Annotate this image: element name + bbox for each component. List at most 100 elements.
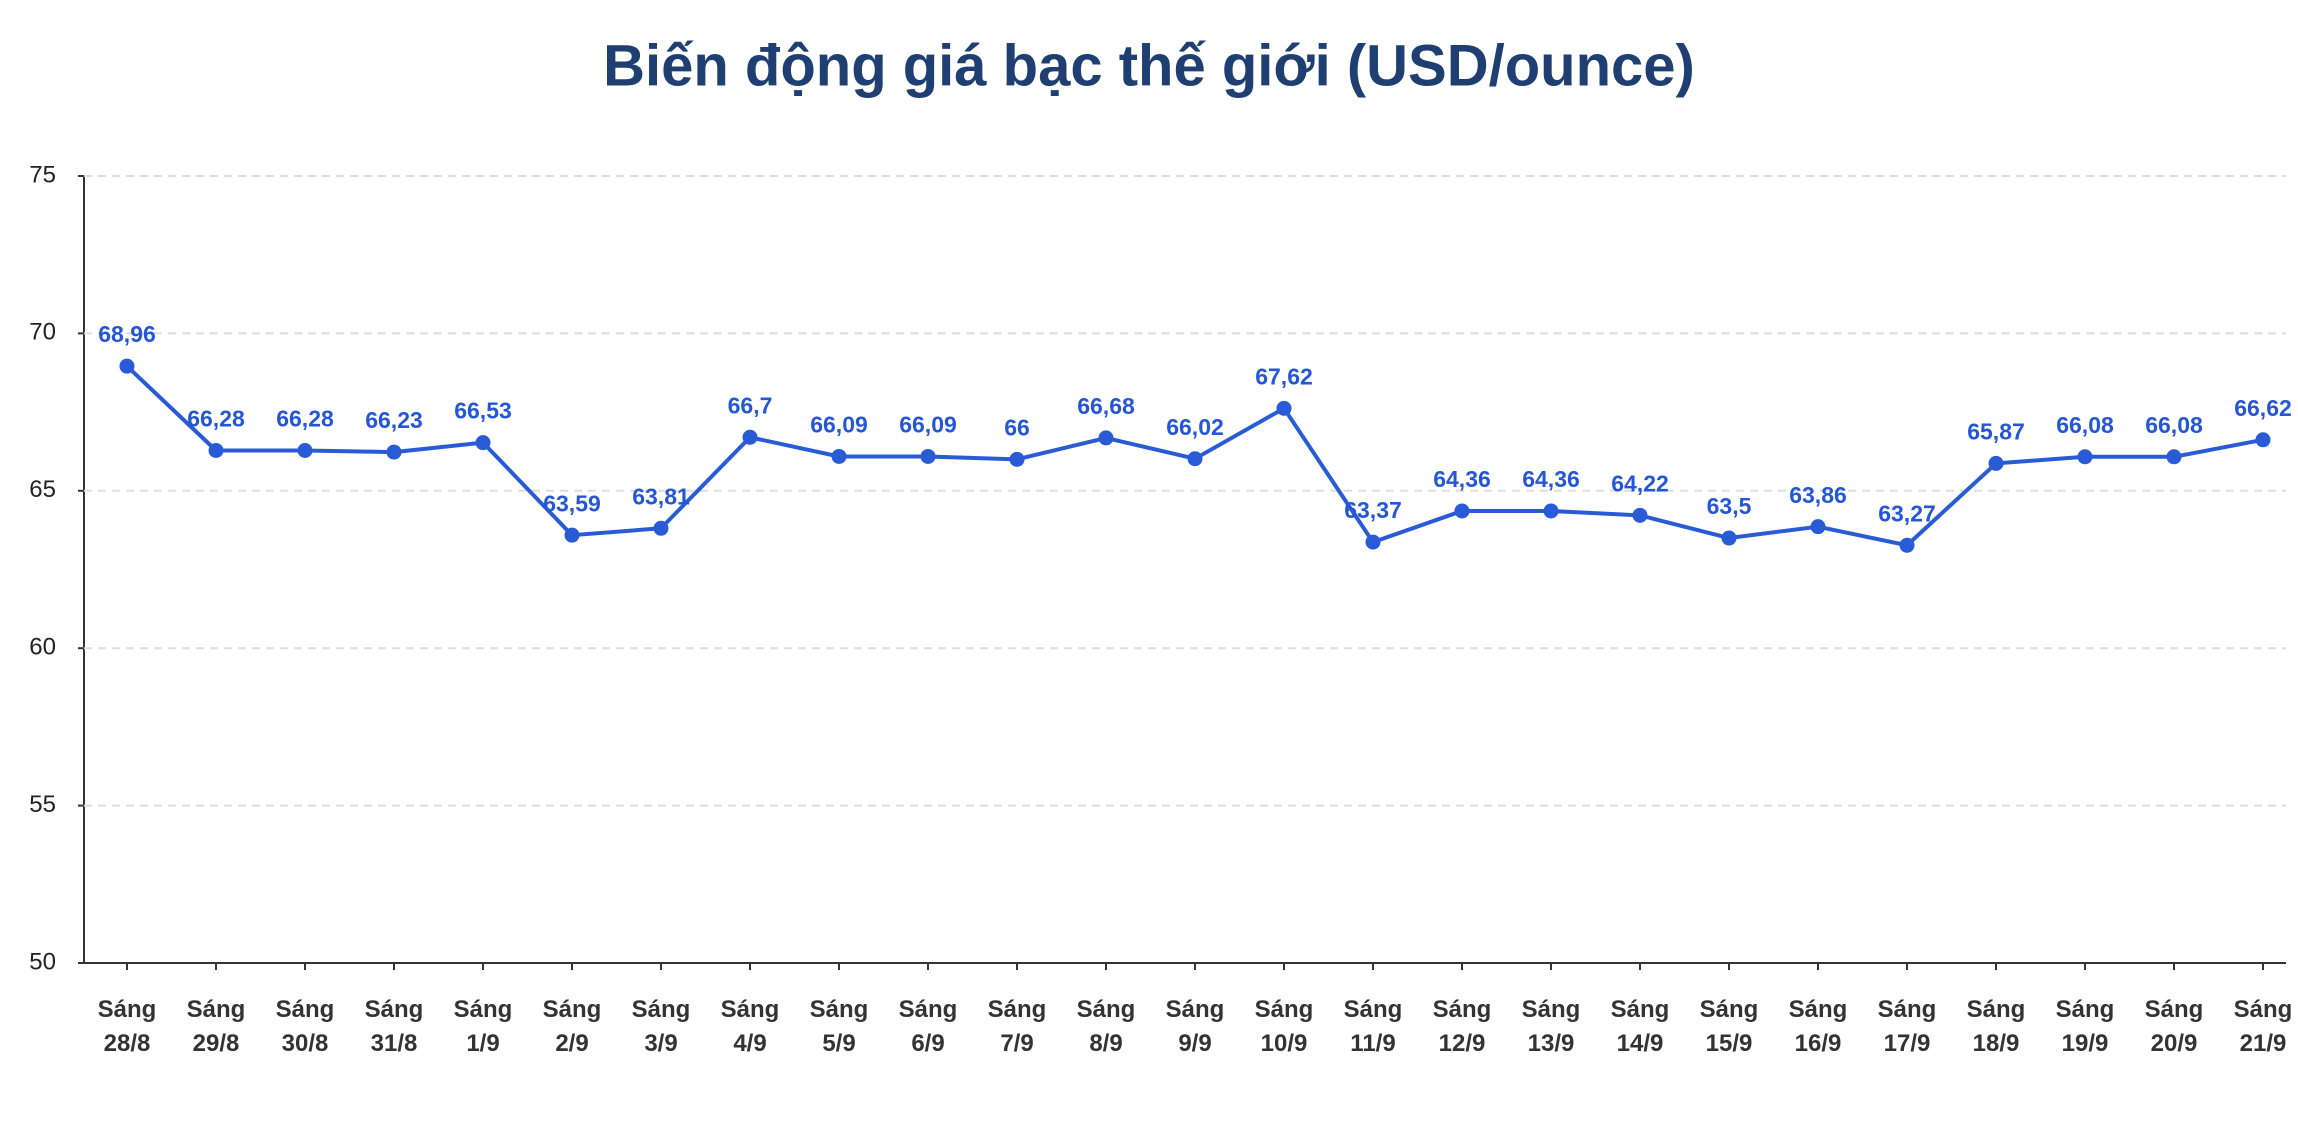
x-tick-label-line: Sáng xyxy=(454,996,513,1023)
x-tick-label-line: Sáng xyxy=(543,996,602,1023)
data-point xyxy=(1543,503,1559,519)
x-tick-label: Sáng 7/9 xyxy=(988,996,1047,1057)
y-tick-label: 55 xyxy=(29,791,56,818)
x-tick-label: Sáng 3/9 xyxy=(632,996,691,1057)
data-point xyxy=(2255,432,2271,448)
x-tick-label: Sáng 20/9 xyxy=(2145,996,2204,1057)
data-point xyxy=(208,443,224,459)
data-point xyxy=(564,527,580,543)
chart-title: Biến động giá bạc thế giới (USD/ounce) xyxy=(603,33,1695,98)
x-tick-label-line: 31/8 xyxy=(371,1030,418,1057)
data-label: 66,02 xyxy=(1166,414,1224,440)
x-tick-label-line: Sáng xyxy=(1700,996,1759,1023)
data-point xyxy=(1988,455,2004,471)
data-label: 64,36 xyxy=(1433,466,1491,492)
data-point xyxy=(653,520,669,536)
data-label: 64,36 xyxy=(1522,466,1580,492)
x-tick-label-line: Sáng xyxy=(899,996,958,1023)
x-tick-label-line: Sáng xyxy=(810,996,869,1023)
data-point xyxy=(1276,400,1292,416)
x-tick-label-line: Sáng xyxy=(365,996,424,1023)
x-tick-label-line: 18/9 xyxy=(1973,1030,2020,1057)
x-tick-label-line: 30/8 xyxy=(282,1030,329,1057)
x-tick-label-line: Sáng xyxy=(2145,996,2204,1023)
data-point xyxy=(1632,507,1648,523)
x-tick-label-line: Sáng xyxy=(187,996,246,1023)
data-label: 68,96 xyxy=(98,321,156,347)
x-tick-label-line: Sáng xyxy=(1967,996,2026,1023)
data-point xyxy=(1009,451,1025,467)
data-label: 63,86 xyxy=(1789,482,1847,508)
data-label: 66,53 xyxy=(454,398,512,424)
x-tick-label-line: 10/9 xyxy=(1261,1030,1308,1057)
x-tick-label: Sáng 10/9 xyxy=(1255,996,1314,1057)
x-tick-label: Sáng 31/8 xyxy=(365,996,424,1057)
y-tick-label: 75 xyxy=(29,161,56,188)
x-tick-label-line: Sáng xyxy=(988,996,1047,1023)
data-point xyxy=(1721,530,1737,546)
data-label: 63,59 xyxy=(543,490,601,516)
data-point xyxy=(119,358,135,374)
x-tick-label-line: Sáng xyxy=(1077,996,1136,1023)
x-tick-label: Sáng 14/9 xyxy=(1611,996,1670,1057)
data-label: 66,08 xyxy=(2145,412,2203,438)
x-tick-label-line: 1/9 xyxy=(466,1030,499,1057)
data-point xyxy=(1187,451,1203,467)
data-point xyxy=(1365,534,1381,550)
data-point xyxy=(742,429,758,445)
data-label: 65,87 xyxy=(1967,418,2025,444)
x-tick-label-line: Sáng xyxy=(1344,996,1403,1023)
x-tick-label: Sáng 21/9 xyxy=(2234,996,2293,1057)
data-label: 63,5 xyxy=(1707,493,1752,519)
data-label: 64,22 xyxy=(1611,470,1669,496)
x-tick-label: Sáng 6/9 xyxy=(899,996,958,1057)
x-tick-label: Sáng 15/9 xyxy=(1700,996,1759,1057)
y-tick-label: 70 xyxy=(29,319,56,346)
x-tick-label-line: 2/9 xyxy=(555,1030,588,1057)
data-label: 66,62 xyxy=(2234,395,2292,421)
x-tick-label-line: Sáng xyxy=(1789,996,1848,1023)
data-label: 66,09 xyxy=(810,412,868,438)
x-tick-label: Sáng 12/9 xyxy=(1433,996,1492,1057)
x-tick-label-line: 19/9 xyxy=(2062,1030,2109,1057)
x-tick-label-line: Sáng xyxy=(2234,996,2293,1023)
x-tick-label: Sáng 16/9 xyxy=(1789,996,1848,1057)
x-tick-label-line: 16/9 xyxy=(1795,1030,1842,1057)
x-tick-label: Sáng 19/9 xyxy=(2056,996,2115,1057)
x-tick-label-line: Sáng xyxy=(1878,996,1937,1023)
x-tick-label: Sáng 13/9 xyxy=(1522,996,1581,1057)
x-tick-label-line: 28/8 xyxy=(104,1030,151,1057)
data-point xyxy=(920,448,936,464)
data-point xyxy=(2166,449,2182,465)
x-tick-label-line: 4/9 xyxy=(733,1030,766,1057)
y-tick-label: 50 xyxy=(29,948,56,975)
data-point xyxy=(475,435,491,451)
data-point xyxy=(1810,519,1826,535)
x-tick-label-line: Sáng xyxy=(1611,996,1670,1023)
data-label: 66,28 xyxy=(187,406,245,432)
x-tick-label-line: 14/9 xyxy=(1617,1030,1664,1057)
data-point xyxy=(1454,503,1470,519)
data-label: 66,68 xyxy=(1077,393,1135,419)
y-tick-label: 60 xyxy=(29,634,56,661)
data-point xyxy=(2077,449,2093,465)
data-label: 66,08 xyxy=(2056,412,2114,438)
x-tick-label-line: Sáng xyxy=(1522,996,1581,1023)
x-tick-label-line: 6/9 xyxy=(911,1030,944,1057)
x-tick-label: Sáng 11/9 xyxy=(1344,996,1403,1057)
x-tick-label-line: 7/9 xyxy=(1000,1030,1033,1057)
x-tick-label-line: 12/9 xyxy=(1439,1030,1486,1057)
x-tick-label: Sáng 5/9 xyxy=(810,996,869,1057)
x-tick-label-line: Sáng xyxy=(1255,996,1314,1023)
data-point xyxy=(386,444,402,460)
data-point xyxy=(1098,430,1114,446)
x-tick-label-line: Sáng xyxy=(1433,996,1492,1023)
x-tick-label: Sáng 17/9 xyxy=(1878,996,1937,1057)
x-tick-label-line: 29/8 xyxy=(193,1030,240,1057)
data-label: 67,62 xyxy=(1255,363,1313,389)
x-tick-label-line: 21/9 xyxy=(2240,1030,2287,1057)
data-label: 66,28 xyxy=(276,406,334,432)
x-tick-label-line: Sáng xyxy=(98,996,157,1023)
x-tick-label-line: Sáng xyxy=(721,996,780,1023)
